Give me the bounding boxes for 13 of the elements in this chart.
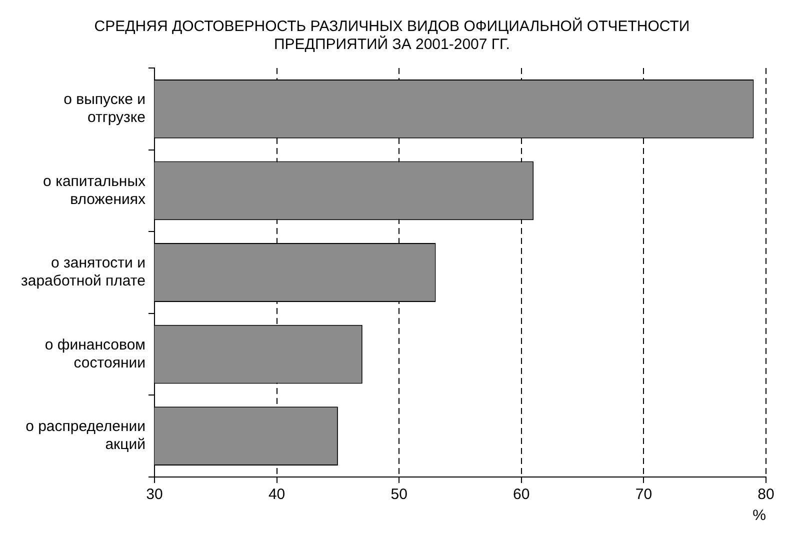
chart-title: СРЕДНЯЯ ДОСТОВЕРНОСТЬ РАЗЛИЧНЫХ ВИДОВ ОФИЦИАЛЬНОЙ ОТЧЕТНОСТИ ПРЕДПРИЯТИЙ ЗА 2001-2007 ГГ. bbox=[94, 17, 690, 54]
y-tick-label: о занятости и заработной плате bbox=[21, 254, 146, 290]
x-tick-label: 60 bbox=[513, 486, 530, 504]
y-tick-label: о распределении акций bbox=[26, 418, 146, 454]
x-tick-label: 70 bbox=[635, 486, 652, 504]
y-tick-label: о финансовом состоянии bbox=[44, 336, 146, 372]
x-tick-label: 50 bbox=[390, 486, 408, 504]
x-tick-label: 40 bbox=[268, 486, 286, 504]
y-tick-label: о выпуске и отгрузке bbox=[64, 91, 146, 126]
y-tick-label: о капитальных вложениях bbox=[43, 172, 146, 208]
x-tick-label: 80 bbox=[758, 486, 774, 504]
x-axis-title: % bbox=[752, 507, 766, 524]
x-tick-label: 30 bbox=[146, 486, 163, 504]
